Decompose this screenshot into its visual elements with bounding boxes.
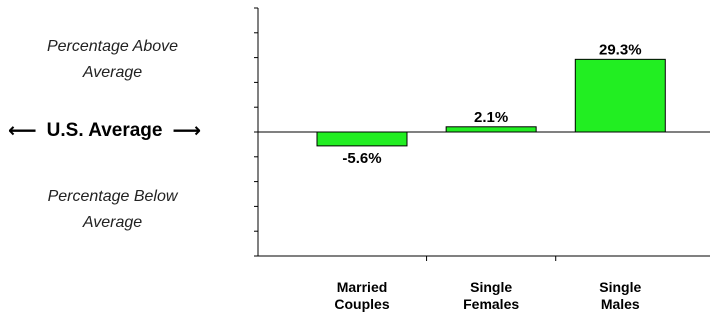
x-tick-label: Single xyxy=(470,279,512,295)
data-label: 2.1% xyxy=(474,109,508,126)
data-label: -5.6% xyxy=(342,150,381,167)
data-label: 29.3% xyxy=(599,41,642,58)
x-tick-label: Married xyxy=(337,279,388,295)
x-tick-label: Single xyxy=(599,279,641,295)
bar xyxy=(575,59,665,132)
x-tick-label: Couples xyxy=(334,296,389,312)
x-tick-label: Females xyxy=(463,296,519,312)
x-tick-label: Males xyxy=(601,296,640,312)
bar xyxy=(446,127,536,132)
bar xyxy=(317,132,407,146)
